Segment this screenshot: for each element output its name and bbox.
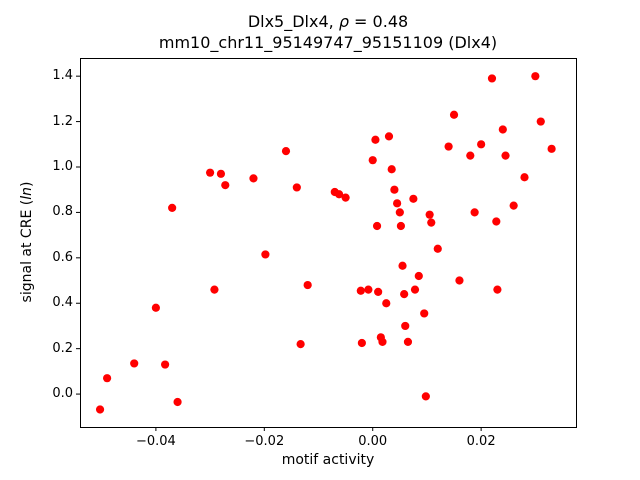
data-point [398, 261, 407, 270]
data-point [261, 250, 270, 259]
y-tick-label: 0.8 [52, 204, 73, 220]
chart-title: Dlx5_Dlx4, ρ = 0.48 mm10_chr11_95149747_… [80, 11, 576, 53]
data-point [372, 221, 382, 231]
data-point [487, 74, 497, 83]
title-correlation-value: = 0.48 [348, 12, 409, 31]
data-point [161, 360, 170, 369]
data-point [449, 110, 459, 119]
data-point [393, 199, 402, 208]
data-point [421, 392, 430, 401]
data-point [249, 174, 258, 183]
data-point [296, 340, 305, 349]
data-point [357, 338, 366, 348]
data-point [395, 208, 404, 217]
data-point [95, 405, 105, 414]
data-point [387, 165, 396, 174]
data-point [368, 156, 377, 165]
data-point [455, 276, 464, 285]
data-point [401, 321, 410, 331]
x-tick-label: 0.00 [358, 434, 388, 449]
data-point [427, 218, 436, 227]
x-tick-label: 0.02 [466, 434, 496, 449]
title-rho-symbol: ρ [338, 12, 349, 31]
y-tick-label: 0.2 [52, 340, 73, 356]
data-point [173, 397, 182, 407]
data-point [492, 217, 501, 226]
data-point [382, 299, 391, 308]
data-point [403, 337, 413, 346]
data-point [281, 147, 291, 156]
y-tick-label: 0.0 [52, 386, 73, 402]
data-point [371, 135, 380, 144]
data-point [414, 271, 423, 281]
data-point [498, 125, 507, 134]
title-text: Dlx5_Dlx4, [247, 12, 339, 31]
data-point [409, 194, 418, 203]
data-point [292, 183, 301, 192]
data-point [341, 193, 350, 202]
y-tick-label: 1.0 [52, 158, 73, 174]
y-tick-label: 1.4 [52, 68, 73, 84]
data-point [374, 287, 383, 296]
data-point [210, 285, 219, 294]
data-point [520, 173, 529, 182]
data-point [501, 151, 510, 160]
chart-title-line1: Dlx5_Dlx4, ρ = 0.48 [80, 11, 576, 32]
data-point [547, 144, 556, 153]
data-point [477, 140, 486, 149]
y-tick-label: 0.4 [52, 295, 73, 311]
data-point [335, 190, 344, 199]
data-point [444, 142, 453, 151]
data-point [390, 185, 399, 194]
data-point [205, 168, 215, 177]
y-tick-label: 1.2 [52, 113, 73, 129]
data-point [364, 285, 373, 294]
chart-subtitle: mm10_chr11_95149747_95151109 (Dlx4) [158, 33, 498, 52]
data-point [103, 374, 112, 383]
data-point [216, 169, 226, 178]
axes-frame [80, 58, 577, 428]
data-point [536, 117, 545, 126]
y-tick-label: 0.6 [52, 249, 73, 265]
data-point [378, 337, 387, 346]
data-point [470, 208, 479, 217]
x-tick-label: −0.04 [135, 434, 176, 449]
data-point [410, 285, 420, 294]
data-point [396, 221, 406, 231]
data-point [425, 210, 434, 219]
data-point [433, 244, 442, 253]
data-point [168, 203, 177, 212]
data-point [130, 359, 139, 368]
data-point [400, 290, 409, 299]
data-point [303, 280, 312, 290]
data-point [151, 303, 160, 312]
data-point [531, 72, 540, 81]
data-point [493, 285, 502, 294]
data-point [221, 181, 230, 190]
data-point [466, 151, 475, 160]
data-point [420, 309, 429, 318]
x-axis-label: motif activity [281, 452, 375, 468]
data-point [356, 286, 365, 295]
data-point [509, 201, 518, 210]
x-tick-label: −0.02 [244, 434, 285, 449]
data-point [384, 132, 394, 141]
